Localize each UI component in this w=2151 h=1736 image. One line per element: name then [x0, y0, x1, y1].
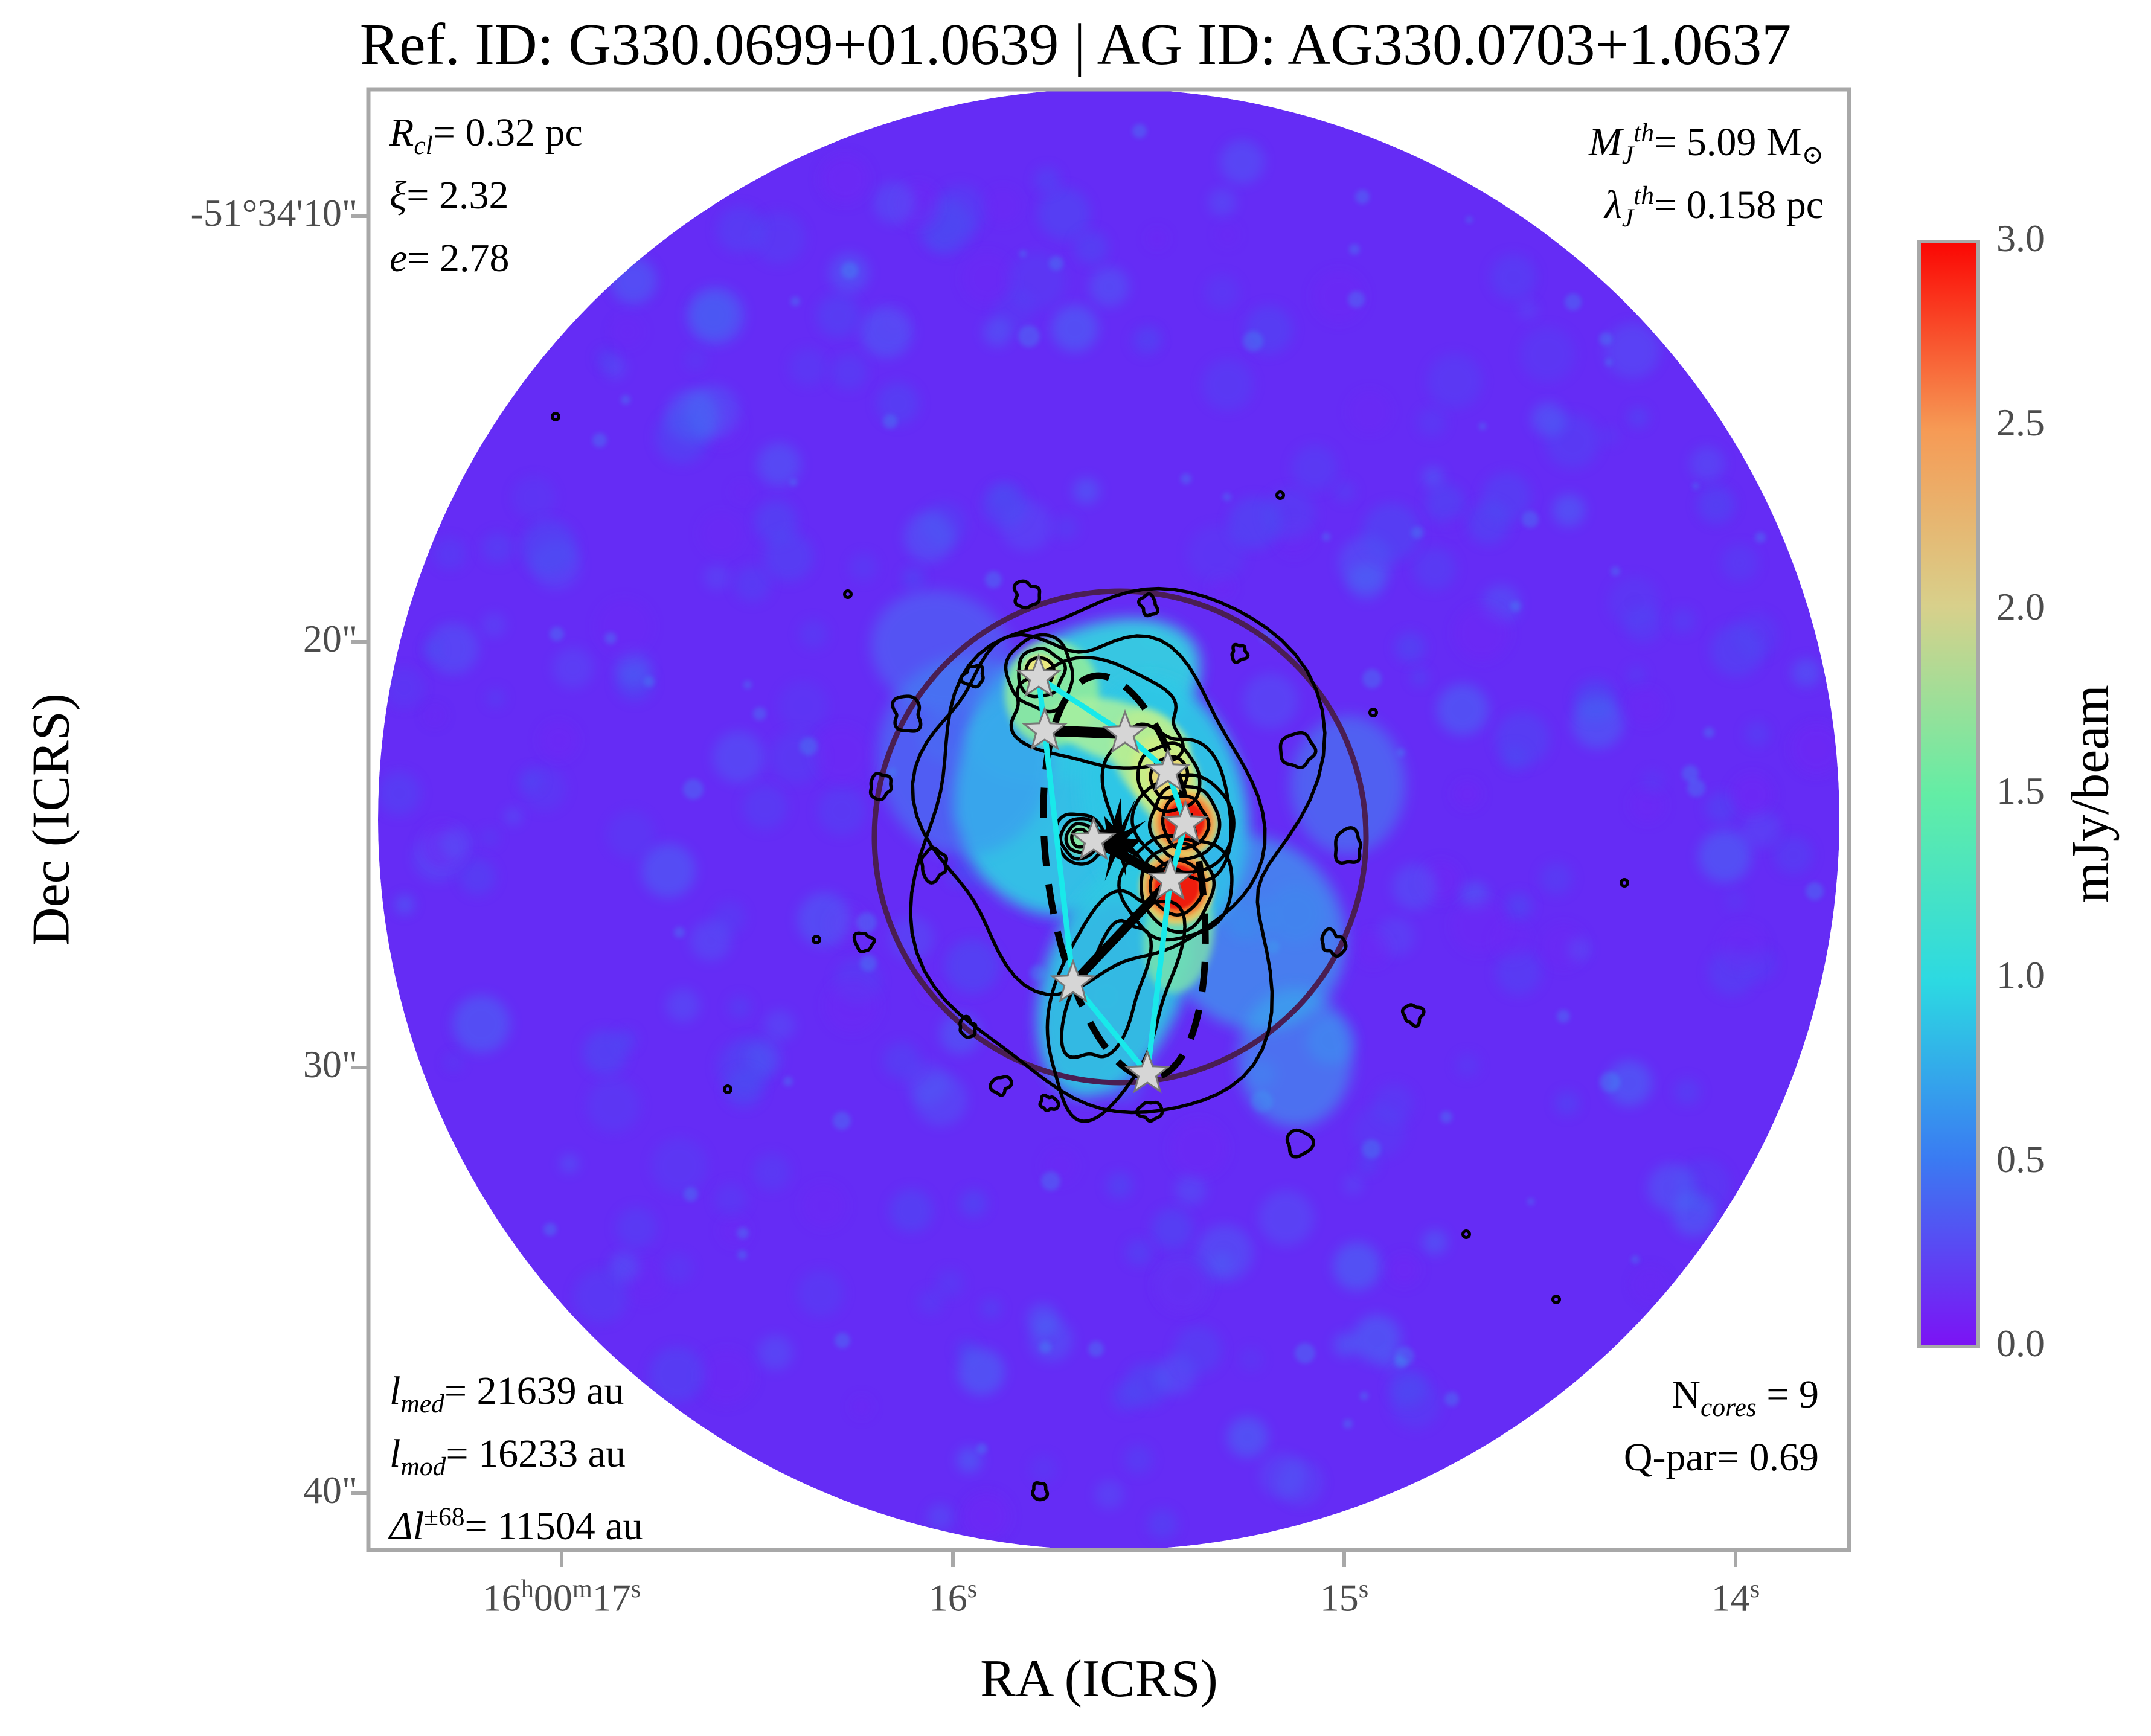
y-axis-label: Dec (ICRS) — [22, 693, 81, 946]
stat-line: Q-par= 0.69 — [1623, 1435, 1819, 1479]
x-axis-label: RA (ICRS) — [980, 1650, 1218, 1708]
y-tick-label: 40" — [303, 1469, 357, 1511]
x-tick-label: 16s — [928, 1575, 978, 1619]
y-tick-label: -51°34'10" — [190, 191, 357, 234]
stat-line: λJth= 0.158 pc — [1604, 181, 1824, 233]
core-star-7 — [1147, 856, 1194, 900]
core-star-9 — [1124, 1049, 1171, 1094]
colorbar-tick-label: 0.5 — [1996, 1137, 2045, 1180]
stat-line: ξ= 2.32 — [389, 173, 509, 217]
stat-line: Rcl= 0.32 pc — [389, 111, 583, 161]
core-star-8 — [1050, 958, 1097, 1003]
cluster-radius-circle — [871, 588, 1369, 1086]
core-star-3 — [1101, 709, 1149, 754]
core-star-4 — [1144, 747, 1191, 792]
colorbar-tick-label: 2.0 — [1996, 585, 2045, 628]
axis-ticks — [351, 214, 1737, 1567]
y-tick-label: 30" — [303, 1043, 357, 1086]
stat-line: lmod= 16233 au — [389, 1432, 626, 1482]
figure-title: Ref. ID: G330.0699+01.0639 | AG ID: AG33… — [359, 12, 1792, 77]
colorbar-tick-label: 2.5 — [1996, 401, 2045, 444]
stat-line: MJth= 5.09 M⊙ — [1588, 118, 1824, 170]
colorbar-tick-label: 3.0 — [1996, 217, 2045, 260]
x-tick-label: 16h00m17s — [482, 1575, 641, 1619]
core-star-2 — [1021, 706, 1068, 751]
core-markers — [1015, 653, 1209, 1094]
core-dispersion-ellipse — [1040, 672, 1209, 1081]
colorbar-tick-label: 1.0 — [1996, 953, 2045, 997]
colorbar-label: mJy/beam — [2061, 685, 2120, 903]
stats-top-right: MJth= 5.09 M⊙ λJth= 0.158 pc — [1588, 101, 1824, 233]
stat-line: Ncores = 9 — [1672, 1372, 1819, 1423]
field-disk — [378, 89, 1839, 1550]
y-tick-label: 20" — [303, 617, 357, 660]
colorbar-tick-label: 0.0 — [1996, 1322, 2045, 1365]
core-star-6 — [1070, 816, 1117, 860]
core-star-5 — [1162, 799, 1209, 844]
stats-bottom-right: Ncores = 9 Q-par= 0.69 — [1624, 1363, 1819, 1489]
plot-frame — [366, 87, 1851, 1552]
x-tick-label: 14s — [1711, 1575, 1760, 1619]
core-star-1 — [1015, 653, 1062, 697]
stat-line: lmed= 21639 au — [389, 1369, 624, 1419]
cluster-center-marker — [1086, 798, 1146, 881]
stats-top-left: Rcl= 0.32 pc ξ= 2.32 e= 2.78 — [389, 101, 583, 290]
colorbar — [1917, 240, 1980, 1348]
stats-bottom-left: lmed= 21639 au lmod= 16233 au Δl±68= 11504… — [389, 1360, 643, 1548]
x-tick-label: 15s — [1319, 1575, 1369, 1619]
colorbar-tick-label: 1.5 — [1996, 769, 2045, 812]
stat-line: e= 2.78 — [389, 236, 510, 280]
stat-line: Δl±68= 11504 au — [389, 1502, 643, 1548]
